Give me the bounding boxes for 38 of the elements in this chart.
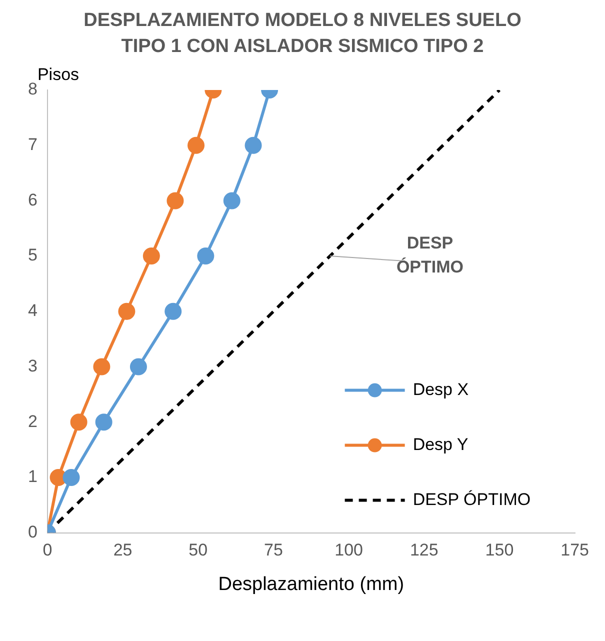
point [50,468,67,486]
y-tick-label: 7 [28,135,38,154]
legend-label: DESP ÓPTIMO [412,490,531,509]
point [164,302,182,320]
y-tick-label: 8 [28,80,38,99]
annotation: DESP ÓPTIMO [396,234,464,277]
point [93,358,110,376]
point [130,358,147,376]
y-tick-label: 4 [28,301,38,320]
y-tick-label: 1 [28,467,38,486]
x-tick-label: 0 [42,540,52,560]
point [95,414,112,431]
point [223,192,240,210]
y-tick-label: 5 [28,246,38,265]
point [244,136,262,154]
chart-title: DESPLAZAMIENTO MODELO 8 NIVELES SUELO TIPO 1 CON AISLADOR SISMICO TIPO 2 [82,9,522,59]
y-tick-label: 6 [28,190,38,210]
legend-label: Desp Y [412,434,468,454]
x-tick-label: 175 [560,540,590,560]
x-tick-label: 100 [334,540,363,560]
point [197,248,214,265]
y-axis-title: Pisos [37,65,80,84]
x-axis-title: Desplazamiento (mm) [218,574,404,595]
point [166,192,184,210]
x-tick-label: 25 [113,540,132,560]
x-tick-label: 50 [188,540,208,560]
point [118,302,136,320]
y-tick-label: 3 [28,356,38,376]
x-tick-label: 150 [485,540,514,560]
point [142,248,160,265]
x-tick-label: 75 [264,540,283,560]
y-tick-label: 2 [28,412,38,431]
x-tick-label: 125 [410,540,438,560]
legend-label: Desp X [412,380,469,399]
point [70,414,88,431]
point [62,468,80,486]
y-tick-label: 0 [28,522,38,542]
point [188,136,205,154]
